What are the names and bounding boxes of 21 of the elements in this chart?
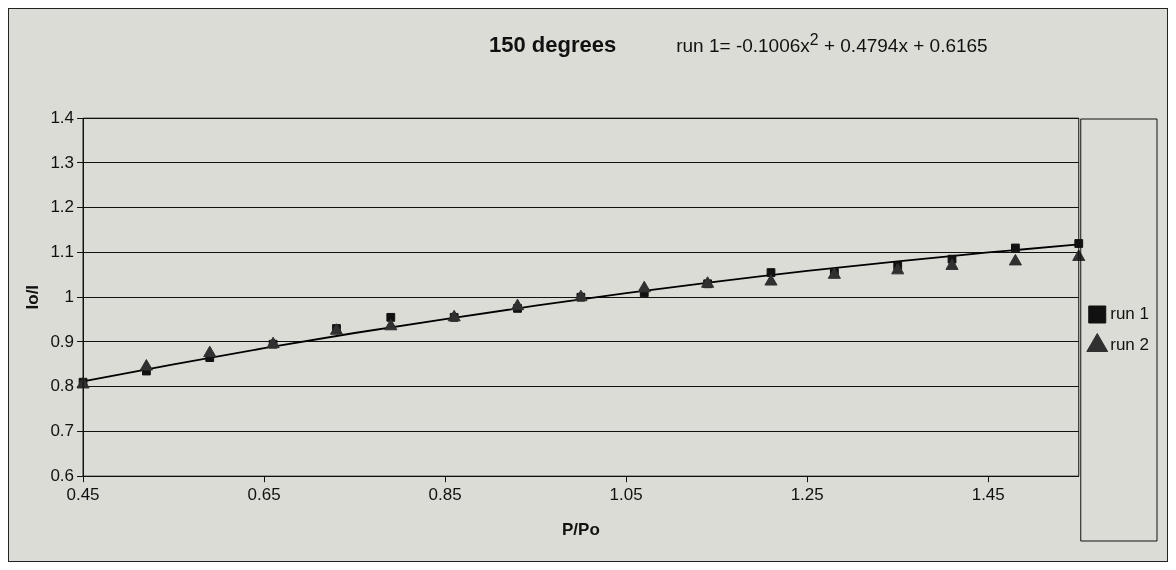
legend-label: run 1	[1110, 304, 1149, 324]
x-tick-label: 0.45	[66, 485, 100, 505]
y-tick-label: 1.1	[50, 242, 75, 262]
text: run 1= -0.1006x$^{2}$ + 0.4794x + 0.6165	[676, 31, 988, 57]
y-axis-title: Io/I	[22, 284, 42, 310]
y-tick-label: 1.4	[50, 107, 75, 127]
x-tick-label: 0.65	[247, 485, 281, 505]
y-tick-label: 0.9	[50, 331, 75, 351]
x-tick-label: 0.85	[428, 485, 462, 505]
legend-label: run 2	[1110, 335, 1149, 355]
x-axis-title: P/Po	[561, 520, 600, 540]
y-tick-label: 0.7	[50, 421, 75, 441]
y-tick-label: 1.2	[50, 197, 75, 217]
x-tick-label: 1.05	[609, 485, 643, 505]
x-tick-label: 1.45	[971, 485, 1005, 505]
y-tick-label: 0.6	[50, 465, 75, 485]
x-tick-label: 1.25	[790, 485, 824, 505]
y-tick-label: 1	[64, 286, 75, 306]
y-tick-label: 0.8	[50, 376, 75, 396]
chart-title: 150 degrees	[489, 32, 617, 59]
y-tick-label: 1.3	[50, 152, 75, 172]
